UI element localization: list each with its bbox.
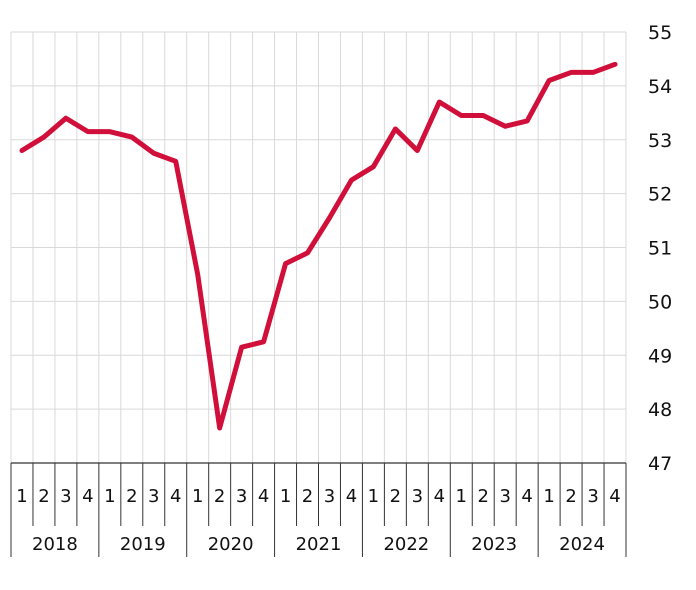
- x-tick-quarter-2024-q2: 2: [565, 486, 576, 507]
- x-tick-quarter-2019-q4: 4: [170, 486, 181, 507]
- x-tick-quarter-2023-q4: 4: [521, 486, 532, 507]
- x-tick-quarter-2020-q4: 4: [258, 486, 269, 507]
- x-tick-year-2020: 2020: [208, 534, 254, 555]
- x-tick-quarter-2022-q1: 1: [368, 486, 379, 507]
- x-tick-quarter-2023-q1: 1: [456, 486, 467, 507]
- x-tick-quarter-2021-q4: 4: [346, 486, 357, 507]
- y-tick-label-48: 48: [648, 399, 672, 421]
- x-tick-quarter-2018-q1: 1: [16, 486, 27, 507]
- x-tick-quarter-2024-q4: 4: [609, 486, 620, 507]
- x-tick-quarter-2019-q1: 1: [104, 486, 115, 507]
- x-tick-year-2021: 2021: [296, 534, 342, 555]
- chart-axes: [10, 462, 627, 557]
- y-tick-label-54: 54: [648, 76, 672, 98]
- x-tick-year-2019: 2019: [120, 534, 166, 555]
- x-tick-quarter-2024-q1: 1: [543, 486, 554, 507]
- x-tick-quarter-2019-q2: 2: [126, 486, 137, 507]
- x-tick-quarter-2020-q1: 1: [192, 486, 203, 507]
- x-tick-quarter-2022-q3: 3: [412, 486, 423, 507]
- y-tick-label-51: 51: [648, 238, 672, 260]
- series-layer: [19, 61, 618, 431]
- x-tick-quarter-2018-q2: 2: [38, 486, 49, 507]
- x-tick-quarter-2021-q3: 3: [324, 486, 335, 507]
- x-tick-quarter-2020-q2: 2: [214, 486, 225, 507]
- x-tick-quarter-2024-q3: 3: [587, 486, 598, 507]
- x-tick-year-2023: 2023: [471, 534, 517, 555]
- x-tick-year-2024: 2024: [559, 534, 605, 555]
- x-tick-quarter-2018-q4: 4: [82, 486, 93, 507]
- y-tick-label-47: 47: [648, 453, 672, 475]
- x-tick-quarter-2018-q3: 3: [60, 486, 71, 507]
- x-tick-quarter-2023-q3: 3: [499, 486, 510, 507]
- x-tick-quarter-2022-q4: 4: [434, 486, 445, 507]
- x-tick-quarter-2023-q2: 2: [478, 486, 489, 507]
- y-tick-label-55: 55: [648, 22, 672, 44]
- x-tick-quarter-2021-q2: 2: [302, 486, 313, 507]
- y-tick-label-49: 49: [648, 345, 672, 367]
- y-axis-ticks: 47 48 49 50 51 52 53 54 55: [648, 22, 672, 475]
- x-tick-quarter-2021-q1: 1: [280, 486, 291, 507]
- series-line-0: [19, 61, 618, 431]
- x-tick-year-2018: 2018: [32, 534, 78, 555]
- x-tick-quarter-2019-q3: 3: [148, 486, 159, 507]
- y-tick-label-50: 50: [648, 291, 672, 313]
- y-tick-label-53: 53: [648, 130, 672, 152]
- y-tick-label-52: 52: [648, 184, 672, 206]
- chart-grid: [10, 31, 627, 463]
- x-tick-quarter-2020-q3: 3: [236, 486, 247, 507]
- x-tick-year-2022: 2022: [383, 534, 429, 555]
- x-tick-quarter-2022-q2: 2: [390, 486, 401, 507]
